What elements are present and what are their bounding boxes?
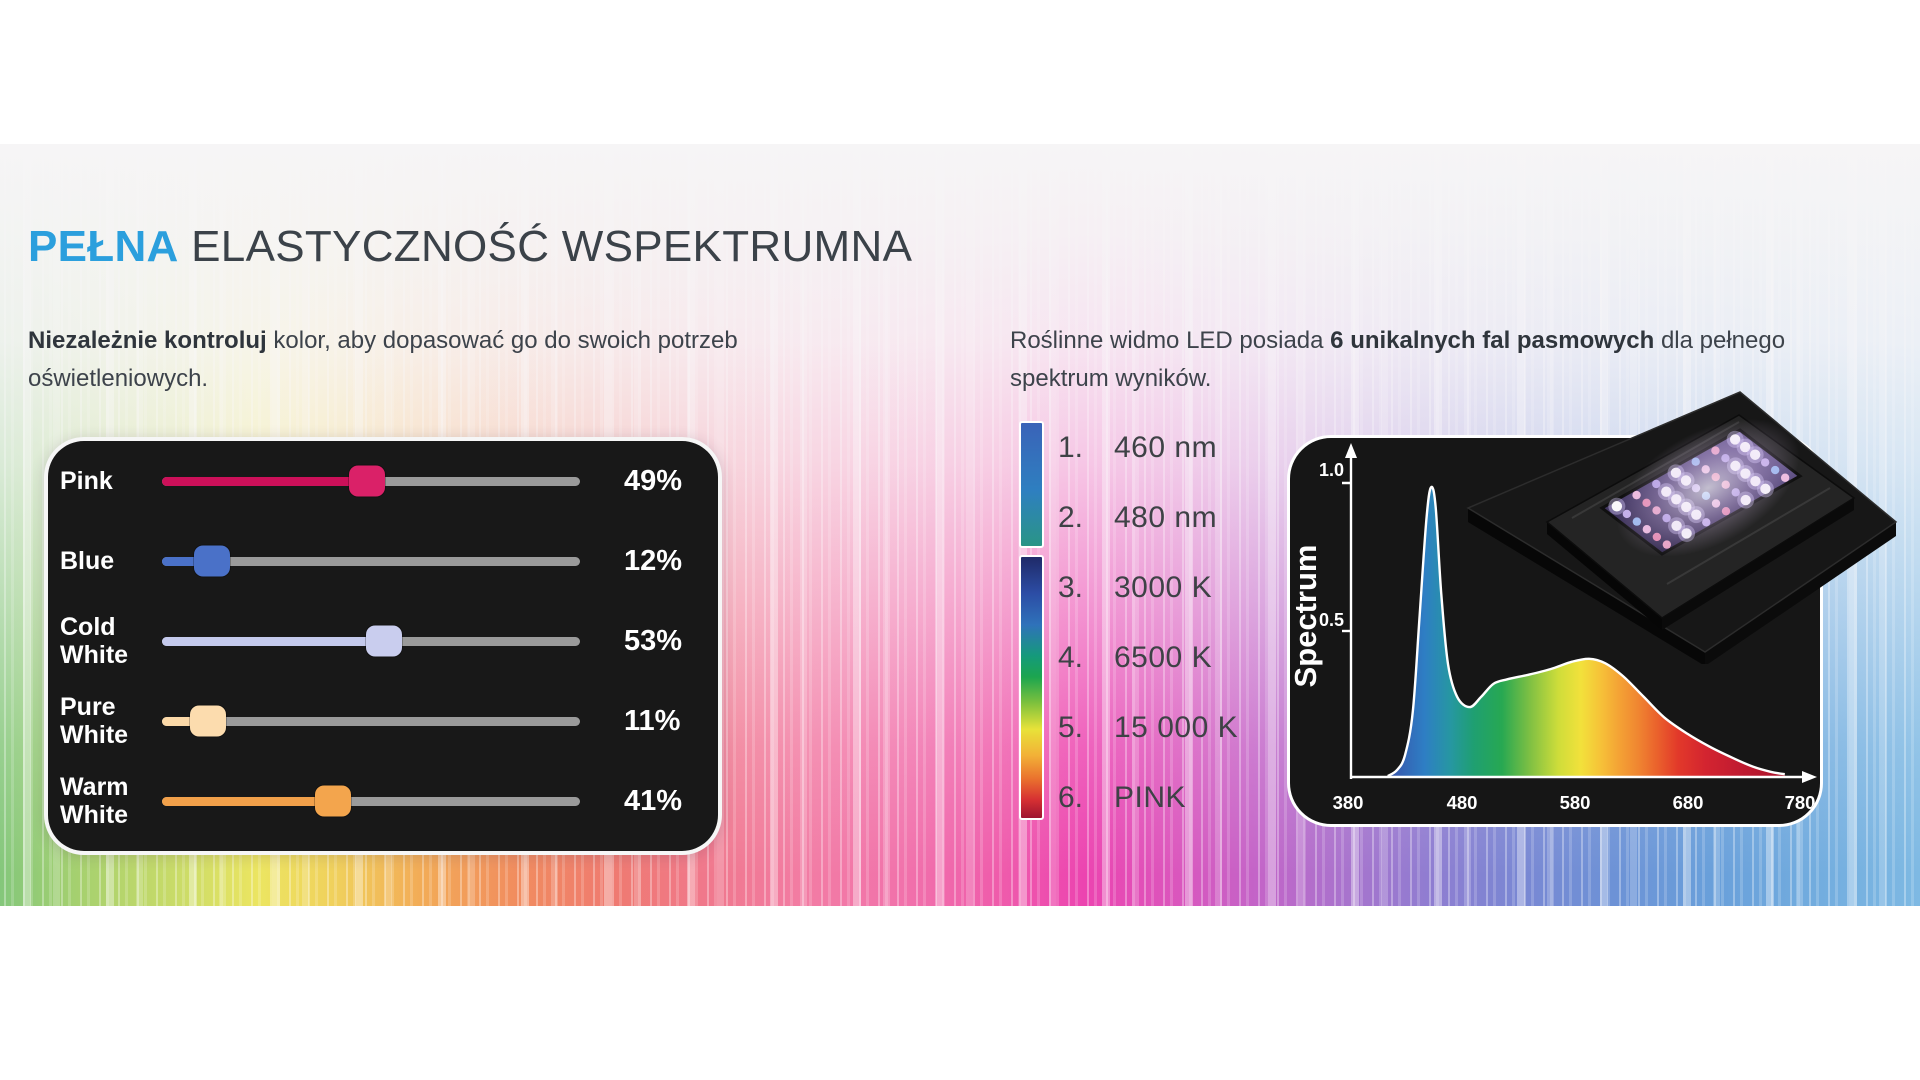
slider-row-warm-white: Warm White 41% xyxy=(48,761,718,841)
list-item-label: 3000 K xyxy=(1114,571,1213,604)
list-item-number: 5. xyxy=(1058,711,1084,744)
slider-handle-pink[interactable] xyxy=(348,465,385,497)
led-glow xyxy=(1616,419,1800,557)
list-item: 2. 480 nm xyxy=(1058,483,1238,553)
slider-track-blue[interactable] xyxy=(162,545,580,577)
spectrum-curve-outline xyxy=(1387,485,1785,778)
fixture-base-edge xyxy=(1705,522,1896,664)
x-tick-label-780: 780 xyxy=(1785,792,1816,813)
fixture-base-edge xyxy=(1468,508,1705,664)
led-fixture-image xyxy=(1466,391,1898,664)
list-item-number: 4. xyxy=(1058,641,1084,674)
x-tick-label-380: 380 xyxy=(1333,792,1364,813)
fixture-rail-seam xyxy=(1666,487,1831,585)
slider-value-cold-white: 53% xyxy=(624,624,683,657)
list-item-label: 480 nm xyxy=(1114,501,1218,534)
list-item: 1. 460 nm xyxy=(1058,413,1238,483)
y-axis-arrow-icon xyxy=(1345,443,1357,458)
list-item: 5. 15 000 K xyxy=(1058,693,1238,763)
y-axis-title: Spectrum xyxy=(1290,545,1323,688)
slider-fill xyxy=(162,476,367,486)
x-tick-label-480: 480 xyxy=(1447,792,1478,813)
x-tick-label-580: 580 xyxy=(1560,792,1591,813)
list-item: 6. PINK xyxy=(1058,763,1238,833)
list-item-number: 3. xyxy=(1058,571,1084,604)
list-item-number: 1. xyxy=(1058,431,1084,464)
slider-track-cold-white[interactable] xyxy=(162,625,580,657)
list-item: 4. 6500 K xyxy=(1058,623,1238,693)
list-item-number: 6. xyxy=(1058,781,1084,814)
y-tick-label-1: 1.0 xyxy=(1319,460,1344,480)
fixture-body-edge xyxy=(1547,522,1662,630)
wavelength-gradient-bar-bottom xyxy=(1019,555,1044,820)
slider-track-pure-white[interactable] xyxy=(162,705,580,737)
slider-value-pure-white: 11% xyxy=(624,704,681,737)
fixture-body-edge xyxy=(1662,498,1854,630)
page-title-highlight: PEŁNA xyxy=(28,222,179,272)
slider-fill xyxy=(162,556,213,566)
intro-paragraph-right: Roślinne widmo LED posiada 6 unikalnych … xyxy=(1010,322,1890,398)
slider-row-blue: Blue 12% xyxy=(48,521,718,601)
spectrum-area xyxy=(1387,486,1785,776)
list-item-number: 2. xyxy=(1058,501,1084,534)
slider-row-pink: Pink 49% xyxy=(48,441,718,521)
slider-label-pink: Pink xyxy=(60,467,113,495)
list-item-label: 6500 K xyxy=(1114,641,1213,674)
list-item-label: PINK xyxy=(1114,781,1187,814)
slider-handle-blue[interactable] xyxy=(194,545,231,577)
slider-label-blue: Blue xyxy=(60,547,115,575)
slider-handle-cold-white[interactable] xyxy=(365,625,402,657)
channel-slider-panel: Pink 49% Blue 12% Cold White 53% Pure xyxy=(44,437,722,855)
wavelength-gradient-bar-top xyxy=(1019,421,1044,548)
slider-track-pink[interactable] xyxy=(162,465,580,497)
intro-right-pre: Roślinne widmo LED posiada xyxy=(1010,327,1331,354)
intro-left-rest: kolor, aby dopasować go do swoich potrze… xyxy=(28,327,738,392)
intro-right-post: dla pełnego spektrum wyników. xyxy=(1010,327,1786,392)
x-axis-arrow-icon xyxy=(1802,771,1817,783)
intro-right-bold: 6 unikalnych fal pasmowych xyxy=(1330,327,1655,354)
slider-label-cold-white: Cold White xyxy=(60,613,129,669)
slider-handle-warm-white[interactable] xyxy=(315,785,352,817)
slider-handle-pure-white[interactable] xyxy=(189,705,226,737)
x-tick-label-680: 680 xyxy=(1673,792,1704,813)
list-item-label: 15 000 K xyxy=(1114,711,1239,744)
slider-row-cold-white: Cold White 53% xyxy=(48,601,718,681)
wavelength-list: 1. 460 nm 2. 480 nm 3. 3000 K 4. 6500 K 5. 15… xyxy=(1058,413,1238,833)
intro-left-bold: Niezależnie kontroluj xyxy=(28,327,267,354)
slider-value-blue: 12% xyxy=(624,544,683,577)
spectrum-chart: 1.0 0.5 Spectrum 380 480 580 680 780 xyxy=(1290,443,1817,813)
y-tick-label-05: 0.5 xyxy=(1319,610,1344,630)
list-item-label: 460 nm xyxy=(1114,431,1218,464)
slider-fill xyxy=(162,716,208,726)
slider-row-pure-white: Pure White 11% xyxy=(48,681,718,761)
page-title-rest: ELASTYCZNOŚĆ WSPEKTRUMNA xyxy=(178,222,913,272)
intro-paragraph-left: Niezależnie kontroluj kolor, aby dopasow… xyxy=(28,322,773,398)
slider-fill xyxy=(162,636,384,646)
slider-value-pink: 49% xyxy=(624,464,683,497)
list-item: 3. 3000 K xyxy=(1058,553,1238,623)
slider-label-warm-white: Warm White xyxy=(60,773,129,829)
slider-fill xyxy=(162,796,334,806)
slider-value-warm-white: 41% xyxy=(624,784,683,817)
slider-label-pure-white: Pure White xyxy=(60,693,129,749)
page-title: PEŁNA ELASTYCZNOŚĆ WSPEKTRUMNA xyxy=(28,222,912,272)
slider-track-warm-white[interactable] xyxy=(162,785,580,817)
